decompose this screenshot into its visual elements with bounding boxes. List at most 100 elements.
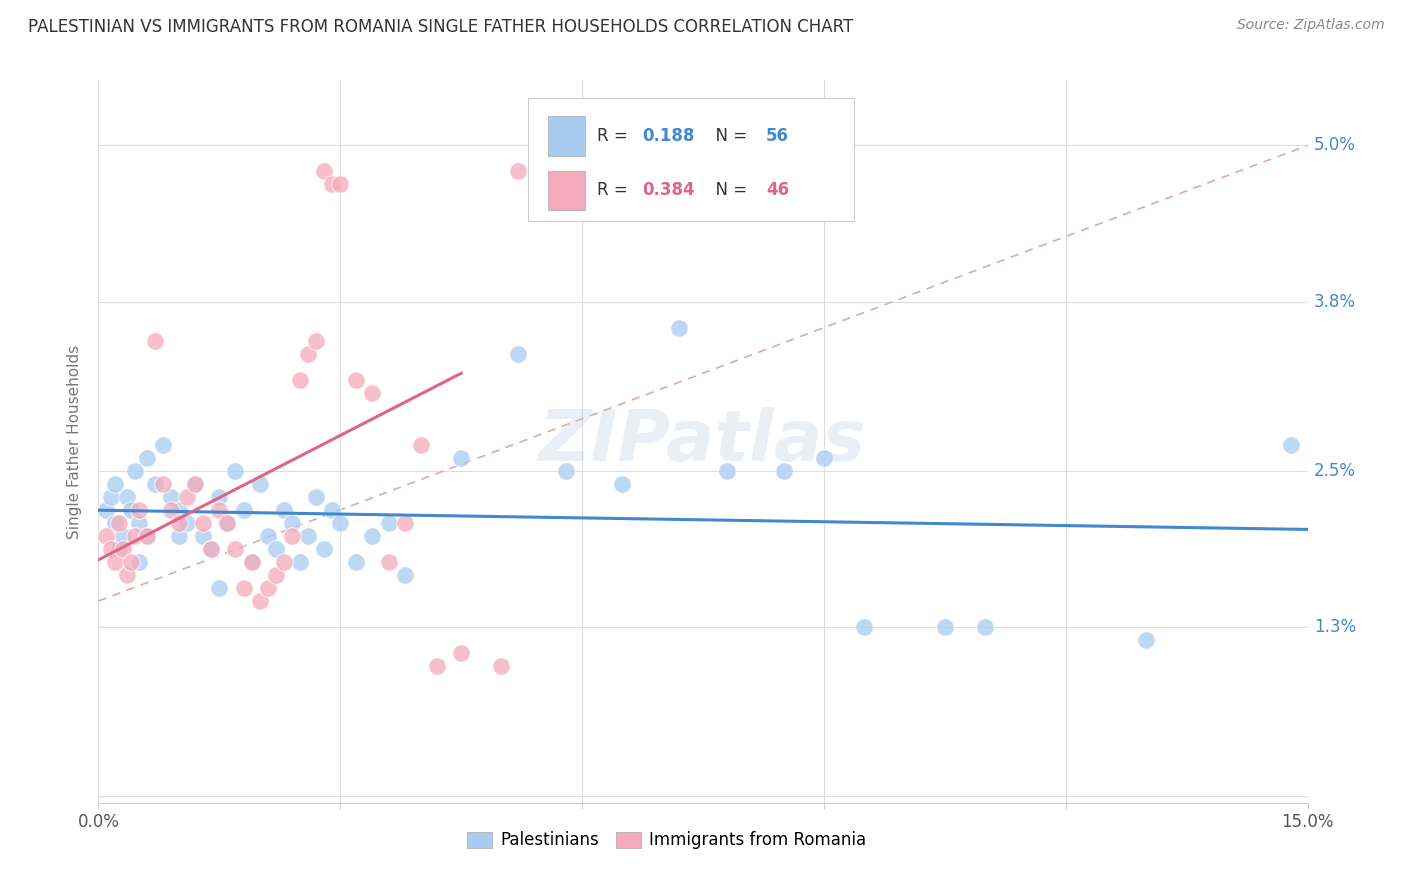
Point: [115, 490, 138, 504]
Text: N =: N =: [706, 181, 752, 200]
Point: [135, 529, 157, 543]
Point: [152, 476, 174, 491]
Point: [124, 529, 146, 543]
Point: [1135, 633, 1157, 648]
Point: [103, 516, 125, 530]
Point: [143, 476, 166, 491]
Point: [120, 555, 142, 569]
Point: [288, 555, 311, 569]
Point: [224, 464, 246, 478]
Point: [450, 646, 472, 660]
Point: [329, 516, 352, 530]
Point: [974, 620, 997, 634]
Point: [143, 334, 166, 348]
FancyBboxPatch shape: [527, 98, 855, 221]
Point: [184, 476, 207, 491]
Point: [264, 541, 287, 556]
Point: [167, 529, 190, 543]
Text: N =: N =: [706, 128, 752, 145]
Point: [450, 450, 472, 465]
Point: [612, 476, 634, 491]
Point: [409, 438, 432, 452]
Point: [240, 555, 263, 569]
Point: [491, 659, 513, 673]
Point: [297, 346, 319, 360]
Text: 56: 56: [766, 128, 789, 145]
Point: [256, 529, 278, 543]
Point: [426, 659, 449, 673]
Point: [184, 476, 207, 491]
Text: R =: R =: [596, 128, 633, 145]
Point: [256, 581, 278, 595]
Point: [314, 164, 336, 178]
Text: PALESTINIAN VS IMMIGRANTS FROM ROMANIA SINGLE FATHER HOUSEHOLDS CORRELATION CHAR: PALESTINIAN VS IMMIGRANTS FROM ROMANIA S…: [28, 18, 853, 36]
Point: [361, 529, 384, 543]
Point: [96, 503, 118, 517]
Point: [934, 620, 956, 634]
Text: R =: R =: [596, 181, 633, 200]
Point: [305, 490, 328, 504]
Point: [297, 529, 319, 543]
Point: [273, 555, 295, 569]
Point: [124, 464, 146, 478]
Point: [160, 490, 183, 504]
FancyBboxPatch shape: [548, 117, 585, 156]
Point: [103, 476, 125, 491]
Point: [853, 620, 876, 634]
Point: [329, 178, 352, 192]
Point: [176, 490, 198, 504]
Point: [321, 178, 343, 192]
Point: [176, 516, 198, 530]
Point: [111, 541, 134, 556]
Point: [160, 503, 183, 517]
Point: [208, 581, 231, 595]
Point: [506, 346, 529, 360]
Point: [1281, 438, 1303, 452]
Point: [377, 555, 399, 569]
Point: [321, 503, 343, 517]
Point: [103, 555, 125, 569]
Point: [100, 541, 122, 556]
Point: [128, 555, 150, 569]
Point: [232, 581, 254, 595]
Point: [305, 334, 328, 348]
Point: [152, 438, 174, 452]
Point: [772, 464, 794, 478]
Point: [107, 516, 129, 530]
Text: 3.8%: 3.8%: [1313, 293, 1355, 310]
Point: [813, 450, 835, 465]
Point: [716, 464, 738, 478]
Y-axis label: Single Father Households: Single Father Households: [67, 344, 83, 539]
Point: [506, 164, 529, 178]
Text: 2.5%: 2.5%: [1313, 462, 1355, 480]
Point: [281, 516, 304, 530]
Point: [394, 568, 416, 582]
Point: [273, 503, 295, 517]
Point: [208, 503, 231, 517]
Point: [128, 516, 150, 530]
Point: [288, 373, 311, 387]
Point: [200, 541, 222, 556]
Point: [249, 476, 271, 491]
Point: [193, 516, 215, 530]
Point: [394, 516, 416, 530]
Text: Source: ZipAtlas.com: Source: ZipAtlas.com: [1237, 18, 1385, 32]
Text: 5.0%: 5.0%: [1313, 136, 1355, 154]
Point: [217, 516, 239, 530]
Point: [135, 529, 157, 543]
Point: [249, 594, 271, 608]
Point: [361, 385, 384, 400]
Point: [571, 178, 593, 192]
Legend: Palestinians, Immigrants from Romania: Palestinians, Immigrants from Romania: [460, 824, 873, 856]
Text: ZIPatlas: ZIPatlas: [540, 407, 866, 476]
Text: 1.3%: 1.3%: [1313, 618, 1355, 636]
Point: [377, 516, 399, 530]
Point: [111, 529, 134, 543]
Text: 0.384: 0.384: [643, 181, 695, 200]
Point: [96, 529, 118, 543]
Point: [167, 503, 190, 517]
Point: [193, 529, 215, 543]
Point: [240, 555, 263, 569]
Point: [128, 503, 150, 517]
FancyBboxPatch shape: [548, 170, 585, 211]
